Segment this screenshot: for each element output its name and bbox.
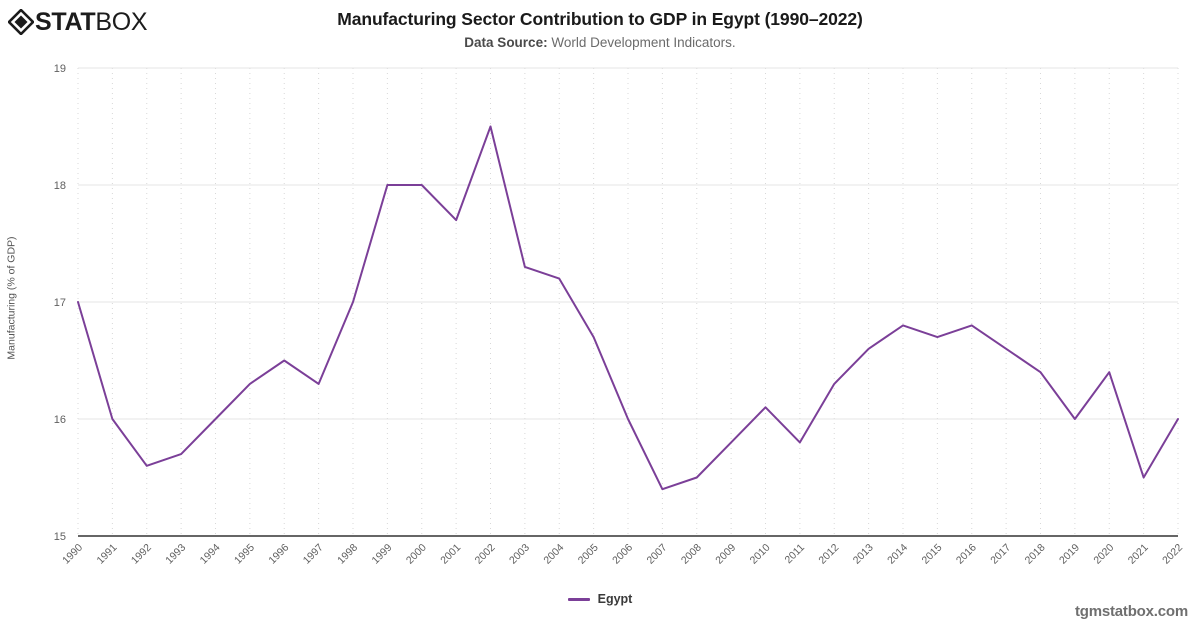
x-axis-tick-label: 1998 — [335, 542, 360, 567]
x-axis-tick-label: 2019 — [1057, 542, 1082, 567]
x-axis-tick-label: 1995 — [232, 542, 257, 567]
data-source-value: World Development Indicators. — [551, 35, 736, 50]
chart-legend: Egypt — [0, 592, 1200, 606]
x-axis-tick-label: 2022 — [1160, 542, 1185, 567]
x-axis-tick-label: 2013 — [851, 542, 876, 567]
x-axis-tick-label: 1996 — [266, 542, 291, 567]
x-axis-tick-label: 2012 — [816, 542, 841, 567]
x-axis-tick-label: 2006 — [610, 542, 635, 567]
x-axis-tick-label: 2018 — [1023, 542, 1048, 567]
x-axis-tick-label: 1999 — [369, 542, 394, 567]
x-axis-tick-label: 1994 — [198, 542, 223, 567]
x-axis-tick-label: 2008 — [679, 542, 704, 567]
x-axis-tick-label: 1997 — [301, 542, 326, 567]
y-axis-tick-label: 15 — [54, 531, 66, 543]
plot-area: Manufacturing (% of GDP) 15 16 17 18 19 1990 1… — [0, 58, 1200, 568]
x-axis-tick-label: 2004 — [541, 542, 566, 567]
x-axis-tick-label: 2021 — [1126, 542, 1151, 567]
x-axis-tick-label: 2007 — [644, 542, 669, 567]
logo-box-text: BOX — [95, 8, 148, 36]
x-axis-tick-label: 1992 — [129, 542, 154, 567]
legend-label-egypt: Egypt — [597, 592, 633, 606]
series-line-egypt[interactable] — [77, 125, 1179, 491]
site-watermark: tgmstatbox.com — [1074, 603, 1188, 620]
x-axis-tick-label: 2009 — [713, 542, 738, 567]
y-axis-tick-label: 18 — [54, 180, 66, 192]
chart-title: Manufacturing Sector Contribution to GDP… — [337, 9, 863, 29]
x-axis-tick-label: 2020 — [1091, 542, 1116, 567]
x-axis-tick-label: 2003 — [507, 542, 532, 567]
chart-header: STATBOX Manufacturing Sector Contributio… — [0, 0, 1200, 60]
data-source-label: Data Source: — [464, 35, 548, 50]
x-axis-tick-label: 2000 — [404, 542, 429, 567]
x-axis-tick-label: 1991 — [94, 542, 119, 567]
x-axis-tick-label: 2010 — [748, 542, 773, 567]
x-axis-tick-label: 2016 — [954, 542, 979, 567]
y-axis-tick-label: 16 — [54, 414, 66, 426]
x-axis-tick-label: 2005 — [576, 542, 601, 567]
y-axis-tick-label: 19 — [54, 63, 66, 75]
y-axis-tick-label: 17 — [54, 297, 66, 309]
legend-swatch-egypt — [567, 597, 590, 601]
x-axis-tick-label: 2011 — [783, 542, 808, 567]
diamond-logo-icon — [8, 9, 34, 35]
x-axis-tick-label: 2002 — [473, 542, 498, 567]
x-axis-tick-label: 2014 — [885, 542, 910, 567]
statbox-logo: STATBOX — [8, 8, 148, 36]
title-block: Manufacturing Sector Contribution to GDP… — [0, 8, 1200, 52]
logo-stat-text: STAT — [35, 8, 96, 36]
x-axis-tick-label: 1990 — [60, 542, 85, 567]
x-axis-tick-label: 2017 — [988, 542, 1013, 567]
x-axis-tick-label: 2015 — [919, 542, 944, 567]
x-axis-tick-label: 1993 — [163, 542, 188, 567]
line-chart-canvas: 15 16 17 18 19 1990 1991 1992 1993 1994 1995 1996 19… — [54, 63, 1185, 567]
logo-wordmark: STATBOX — [35, 8, 148, 36]
chart-subtitle: Data Source: World Development Indicator… — [0, 34, 1200, 52]
x-axis-tick-label: 2001 — [438, 542, 463, 567]
